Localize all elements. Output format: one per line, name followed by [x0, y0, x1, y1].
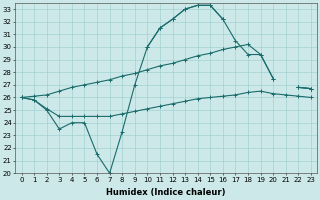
X-axis label: Humidex (Indice chaleur): Humidex (Indice chaleur) — [107, 188, 226, 197]
